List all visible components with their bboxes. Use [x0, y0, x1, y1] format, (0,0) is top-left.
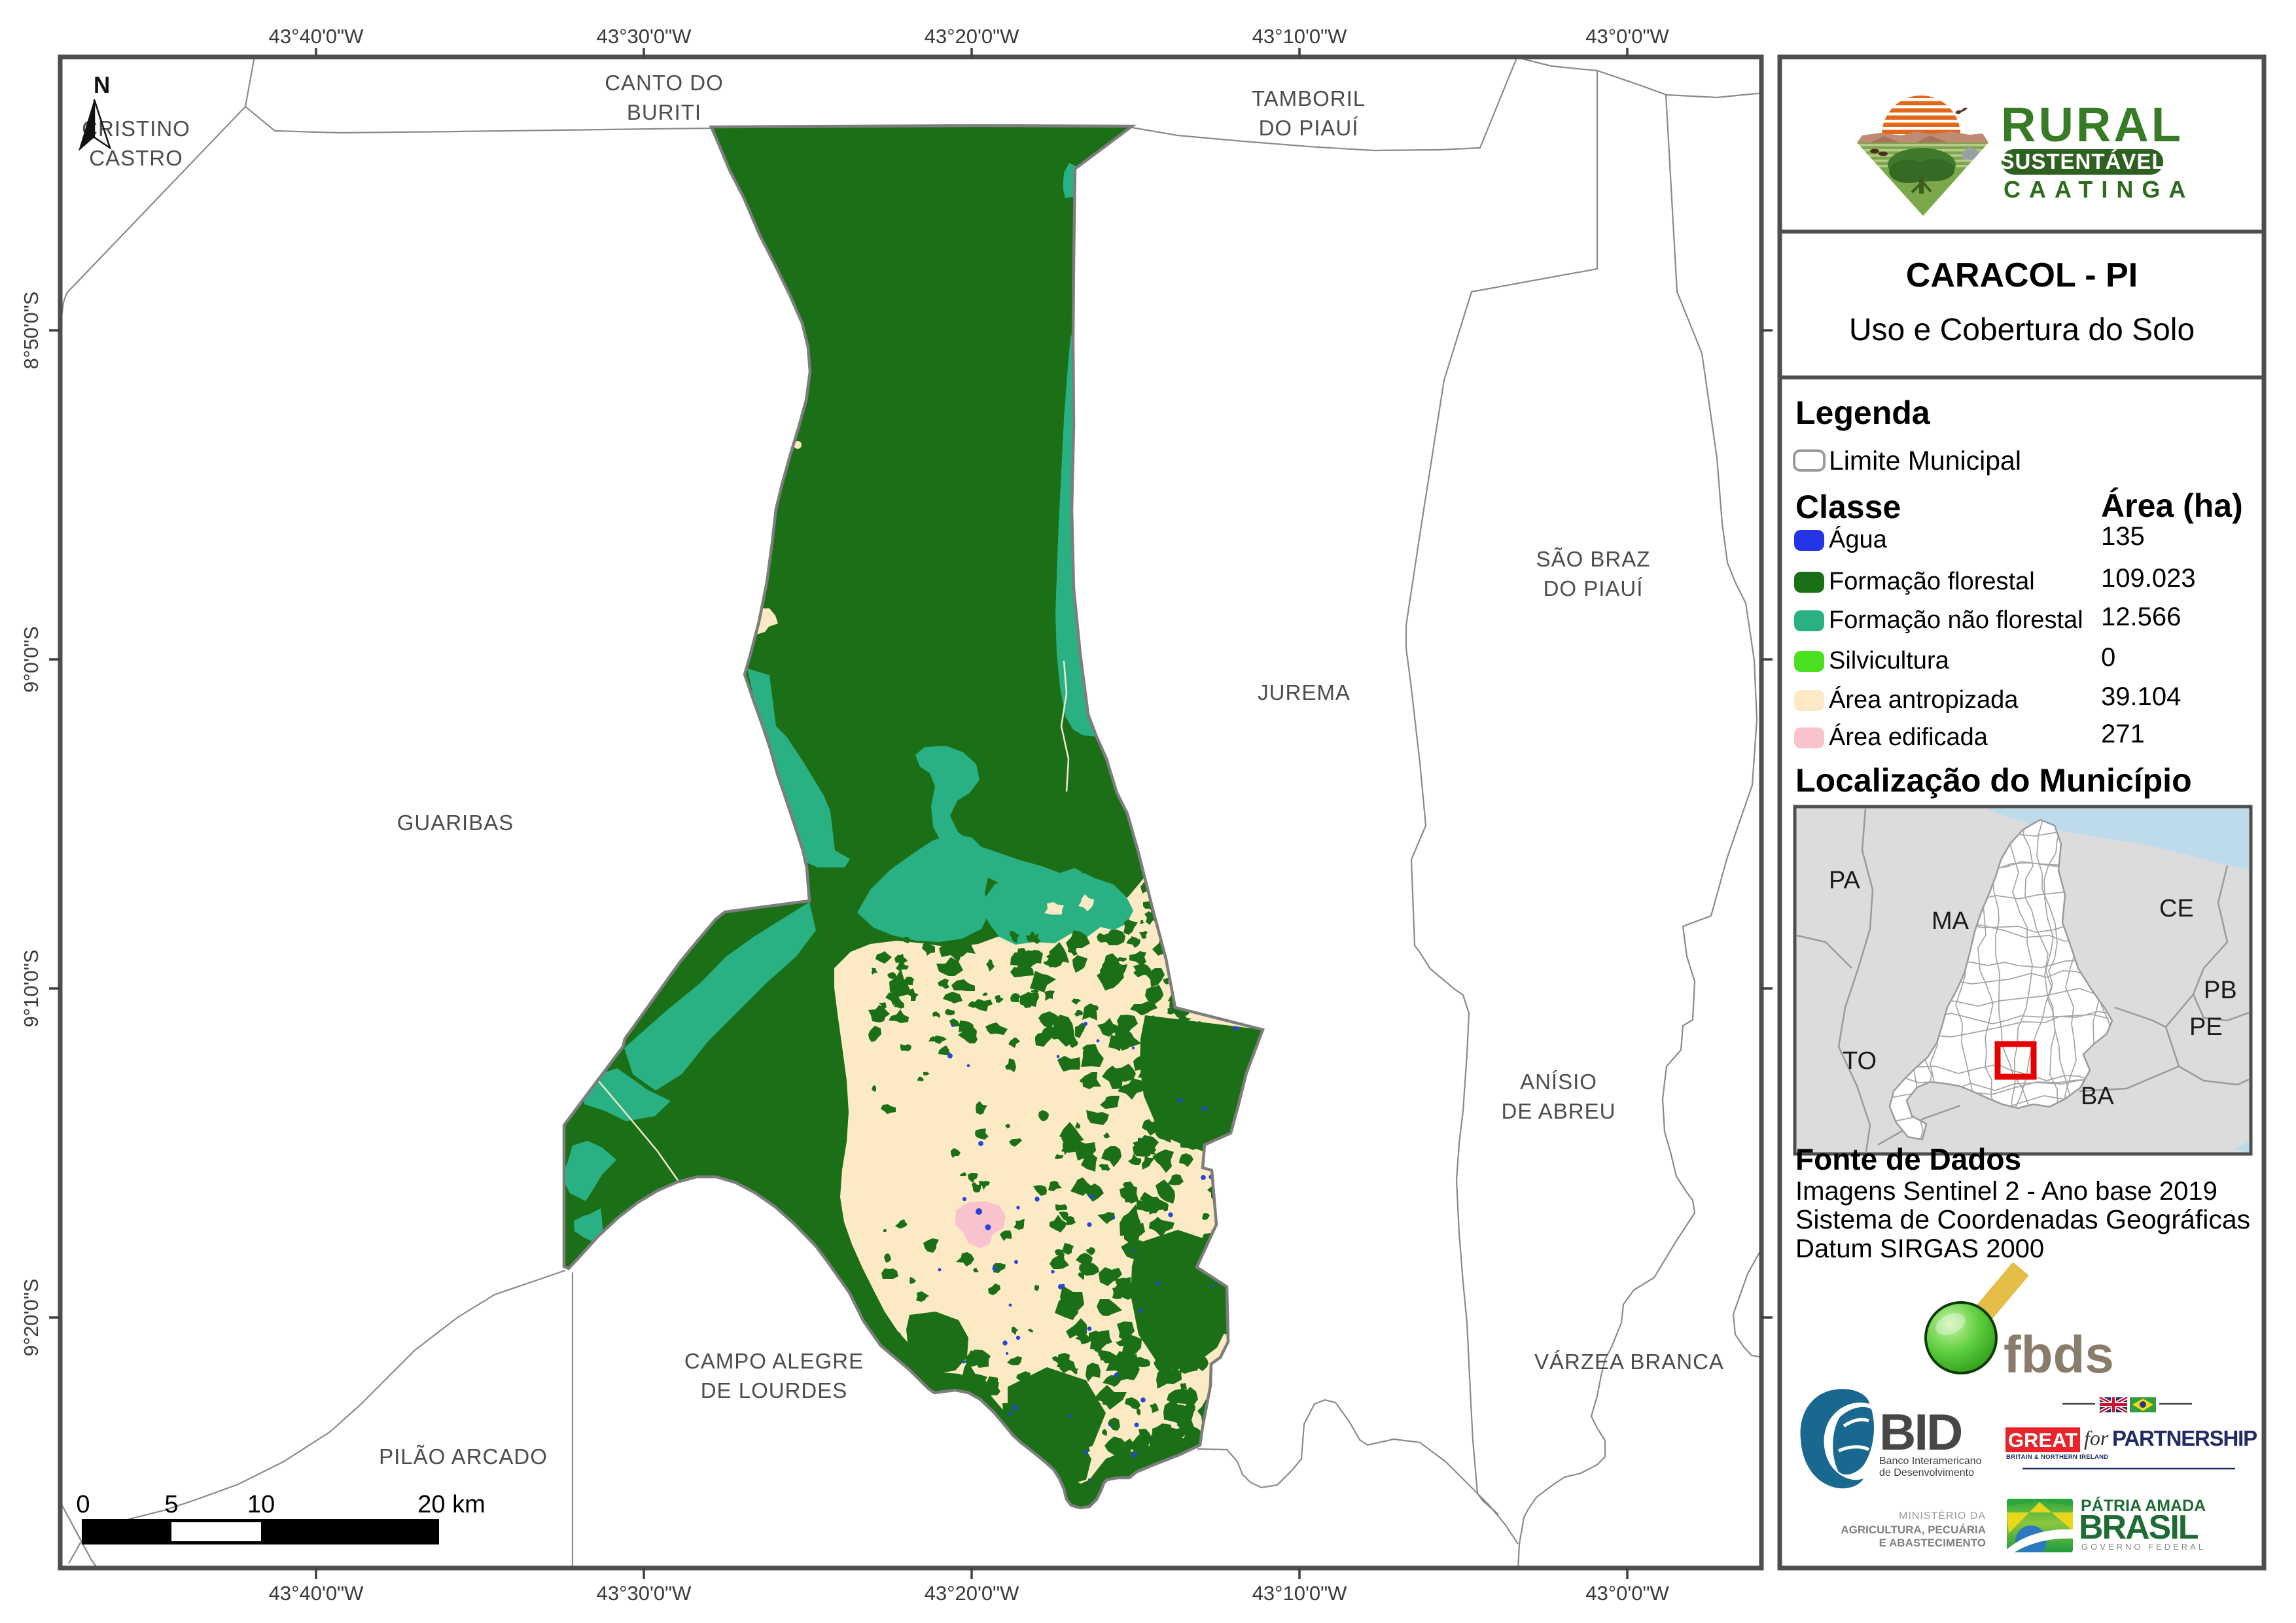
svg-text:CASTRO: CASTRO	[89, 146, 183, 170]
svg-text:Legenda: Legenda	[1795, 394, 1931, 431]
svg-text:BRITAIN & NORTHERN IRELAND: BRITAIN & NORTHERN IRELAND	[2006, 1454, 2108, 1461]
svg-text:Banco Interamericano: Banco Interamericano	[1879, 1456, 1982, 1467]
svg-text:10: 10	[247, 1491, 275, 1518]
svg-text:MINISTÉRIO DA: MINISTÉRIO DA	[1899, 1509, 1986, 1522]
svg-text:Localização do Município: Localização do Município	[1795, 762, 2192, 799]
svg-text:271: 271	[2101, 720, 2145, 748]
svg-text:CRISTINO: CRISTINO	[82, 116, 190, 141]
svg-text:9°20'0"S: 9°20'0"S	[20, 1279, 43, 1357]
svg-text:ANÍSIO: ANÍSIO	[1520, 1070, 1597, 1094]
svg-text:TAMBORIL: TAMBORIL	[1252, 86, 1366, 111]
svg-text:SÃO BRAZ: SÃO BRAZ	[1536, 547, 1651, 571]
svg-text:SUSTENTÁVEL: SUSTENTÁVEL	[2000, 149, 2165, 173]
svg-text:Uso e Cobertura do Solo: Uso e Cobertura do Solo	[1849, 313, 2195, 347]
svg-text:BRASIL: BRASIL	[2079, 1509, 2199, 1546]
svg-text:CANTO DO: CANTO DO	[605, 71, 724, 95]
svg-text:109.023: 109.023	[2101, 564, 2196, 593]
svg-text:43°30'0"W: 43°30'0"W	[597, 1582, 692, 1605]
svg-text:AGRICULTURA, PECUÁRIA: AGRICULTURA, PECUÁRIA	[1841, 1524, 1986, 1536]
svg-text:PB: PB	[2204, 977, 2237, 1004]
svg-text:fbds: fbds	[2004, 1325, 2114, 1384]
svg-text:Área antropizada: Área antropizada	[1829, 686, 2019, 714]
svg-text:Classe: Classe	[1795, 489, 1901, 525]
svg-text:PILÃO ARCADO: PILÃO ARCADO	[379, 1444, 548, 1469]
svg-text:39.104: 39.104	[2101, 682, 2181, 711]
svg-text:RURAL: RURAL	[2001, 97, 2183, 152]
svg-text:TO: TO	[1843, 1047, 1877, 1075]
svg-text:43°10'0"W: 43°10'0"W	[1252, 1582, 1348, 1605]
svg-text:43°20'0"W: 43°20'0"W	[925, 25, 1020, 48]
svg-text:DE LOURDES: DE LOURDES	[701, 1378, 848, 1403]
svg-text:9°10'0"S: 9°10'0"S	[20, 950, 43, 1028]
svg-text:CAMPO ALEGRE: CAMPO ALEGRE	[684, 1349, 864, 1373]
svg-text:DO PIAUÍ: DO PIAUÍ	[1544, 576, 1644, 601]
svg-text:Sistema de Coordenadas Geográf: Sistema de Coordenadas Geográficas	[1795, 1204, 2250, 1234]
svg-text:de Desenvolvimento: de Desenvolvimento	[1879, 1467, 1974, 1478]
svg-text:CE: CE	[2159, 895, 2194, 922]
svg-text:GOVERNO FEDERAL: GOVERNO FEDERAL	[2081, 1542, 2206, 1552]
svg-text:43°0'0"W: 43°0'0"W	[1585, 25, 1669, 48]
svg-text:43°30'0"W: 43°30'0"W	[597, 25, 692, 48]
svg-text:CARACOL - PI: CARACOL - PI	[1906, 256, 2138, 294]
svg-text:VÁRZEA BRANCA: VÁRZEA BRANCA	[1534, 1350, 1724, 1374]
svg-text:Água: Água	[1829, 525, 1888, 553]
svg-text:43°10'0"W: 43°10'0"W	[1252, 25, 1348, 48]
svg-text:20 km: 20 km	[417, 1491, 485, 1518]
svg-text:MA: MA	[1932, 907, 1969, 935]
svg-text:Área edificada: Área edificada	[1829, 723, 1988, 751]
svg-text:PE: PE	[2189, 1013, 2223, 1041]
svg-text:43°20'0"W: 43°20'0"W	[925, 1582, 1020, 1605]
svg-text:Silvicultura: Silvicultura	[1829, 647, 1950, 674]
svg-text:PÁTRIA AMADA: PÁTRIA AMADA	[2081, 1496, 2206, 1515]
svg-text:Imagens Sentinel 2 - Ano base: Imagens Sentinel 2 - Ano base 2019	[1795, 1177, 2217, 1206]
svg-text:43°0'0"W: 43°0'0"W	[1585, 1582, 1669, 1605]
svg-text:5: 5	[164, 1491, 178, 1518]
svg-text:Limite Municipal: Limite Municipal	[1829, 445, 2021, 476]
svg-text:E ABASTECIMENTO: E ABASTECIMENTO	[1879, 1537, 1986, 1549]
svg-text:Formação florestal: Formação florestal	[1829, 568, 2035, 595]
svg-text:JUREMA: JUREMA	[1258, 680, 1351, 705]
svg-text:0: 0	[2101, 643, 2115, 672]
svg-text:Fonte de Dados: Fonte de Dados	[1795, 1142, 2021, 1176]
svg-text:GREAT: GREAT	[2008, 1429, 2077, 1452]
svg-text:0: 0	[76, 1491, 90, 1518]
svg-text:43°40'0"W: 43°40'0"W	[269, 25, 364, 48]
svg-text:12.566: 12.566	[2101, 602, 2181, 631]
svg-text:BA: BA	[2081, 1083, 2114, 1110]
svg-text:Área (ha): Área (ha)	[2101, 487, 2243, 524]
svg-text:PA: PA	[1829, 867, 1861, 894]
svg-text:135: 135	[2101, 522, 2145, 551]
svg-text:9°0'0"S: 9°0'0"S	[20, 626, 43, 693]
svg-text:8°50'0"S: 8°50'0"S	[20, 292, 43, 370]
svg-text:Datum SIRGAS 2000: Datum SIRGAS 2000	[1795, 1234, 2044, 1263]
svg-text:Formação não florestal: Formação não florestal	[1829, 606, 2083, 634]
svg-text:PARTNERSHIP: PARTNERSHIP	[2112, 1426, 2257, 1450]
svg-text:BID: BID	[1879, 1403, 1962, 1461]
svg-text:DO PIAUÍ: DO PIAUÍ	[1259, 116, 1359, 140]
svg-text:for: for	[2084, 1426, 2109, 1450]
svg-text:43°40'0"W: 43°40'0"W	[269, 1582, 364, 1605]
svg-text:BURITI: BURITI	[627, 100, 701, 124]
svg-text:GUARIBAS: GUARIBAS	[397, 811, 514, 835]
svg-text:DE ABREU: DE ABREU	[1502, 1099, 1616, 1123]
svg-text:N: N	[94, 73, 110, 98]
svg-text:CAATINGA: CAATINGA	[2004, 176, 2194, 203]
